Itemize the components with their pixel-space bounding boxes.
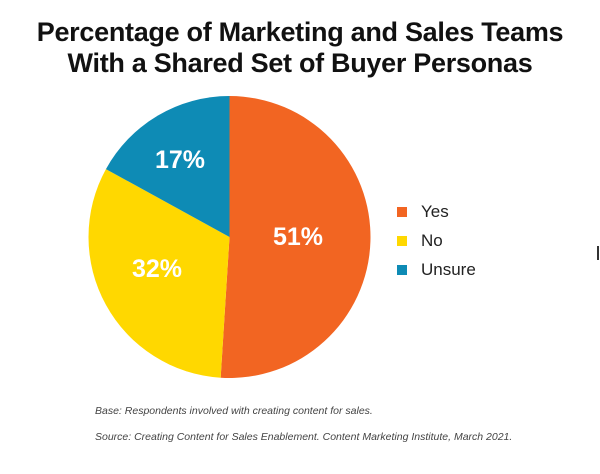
legend-swatch-unsure [397, 264, 407, 275]
legend-label-no: No [421, 230, 443, 250]
chart-title-line-2: With a Shared Set of Buyer Personas [67, 48, 533, 78]
legend-item-unsure: Unsure [397, 255, 476, 284]
edge-mark [597, 246, 599, 260]
legend-label-unsure: Unsure [421, 259, 476, 279]
slice-label-unsure: 17% [155, 146, 205, 174]
legend-item-no: No [397, 226, 476, 255]
pie-slice-no [88, 169, 230, 378]
legend-swatch-yes [397, 206, 407, 217]
legend-item-yes: Yes [397, 197, 476, 226]
chart-title: Percentage of Marketing and Sales Teams … [0, 17, 600, 79]
legend-label-yes: Yes [421, 201, 449, 221]
slice-label-yes: 51% [273, 223, 323, 251]
source-note: Source: Creating Content for Sales Enabl… [95, 431, 513, 443]
pie-slice-unsure [105, 96, 230, 237]
slice-label-no: 32% [132, 255, 182, 283]
pie-slice-yes [220, 96, 371, 378]
legend-swatch-no [397, 235, 407, 246]
legend: Yes No Unsure [397, 197, 476, 284]
base-note: Base: Respondents involved with creating… [95, 405, 373, 417]
chart-title-line-1: Percentage of Marketing and Sales Teams [36, 17, 564, 47]
